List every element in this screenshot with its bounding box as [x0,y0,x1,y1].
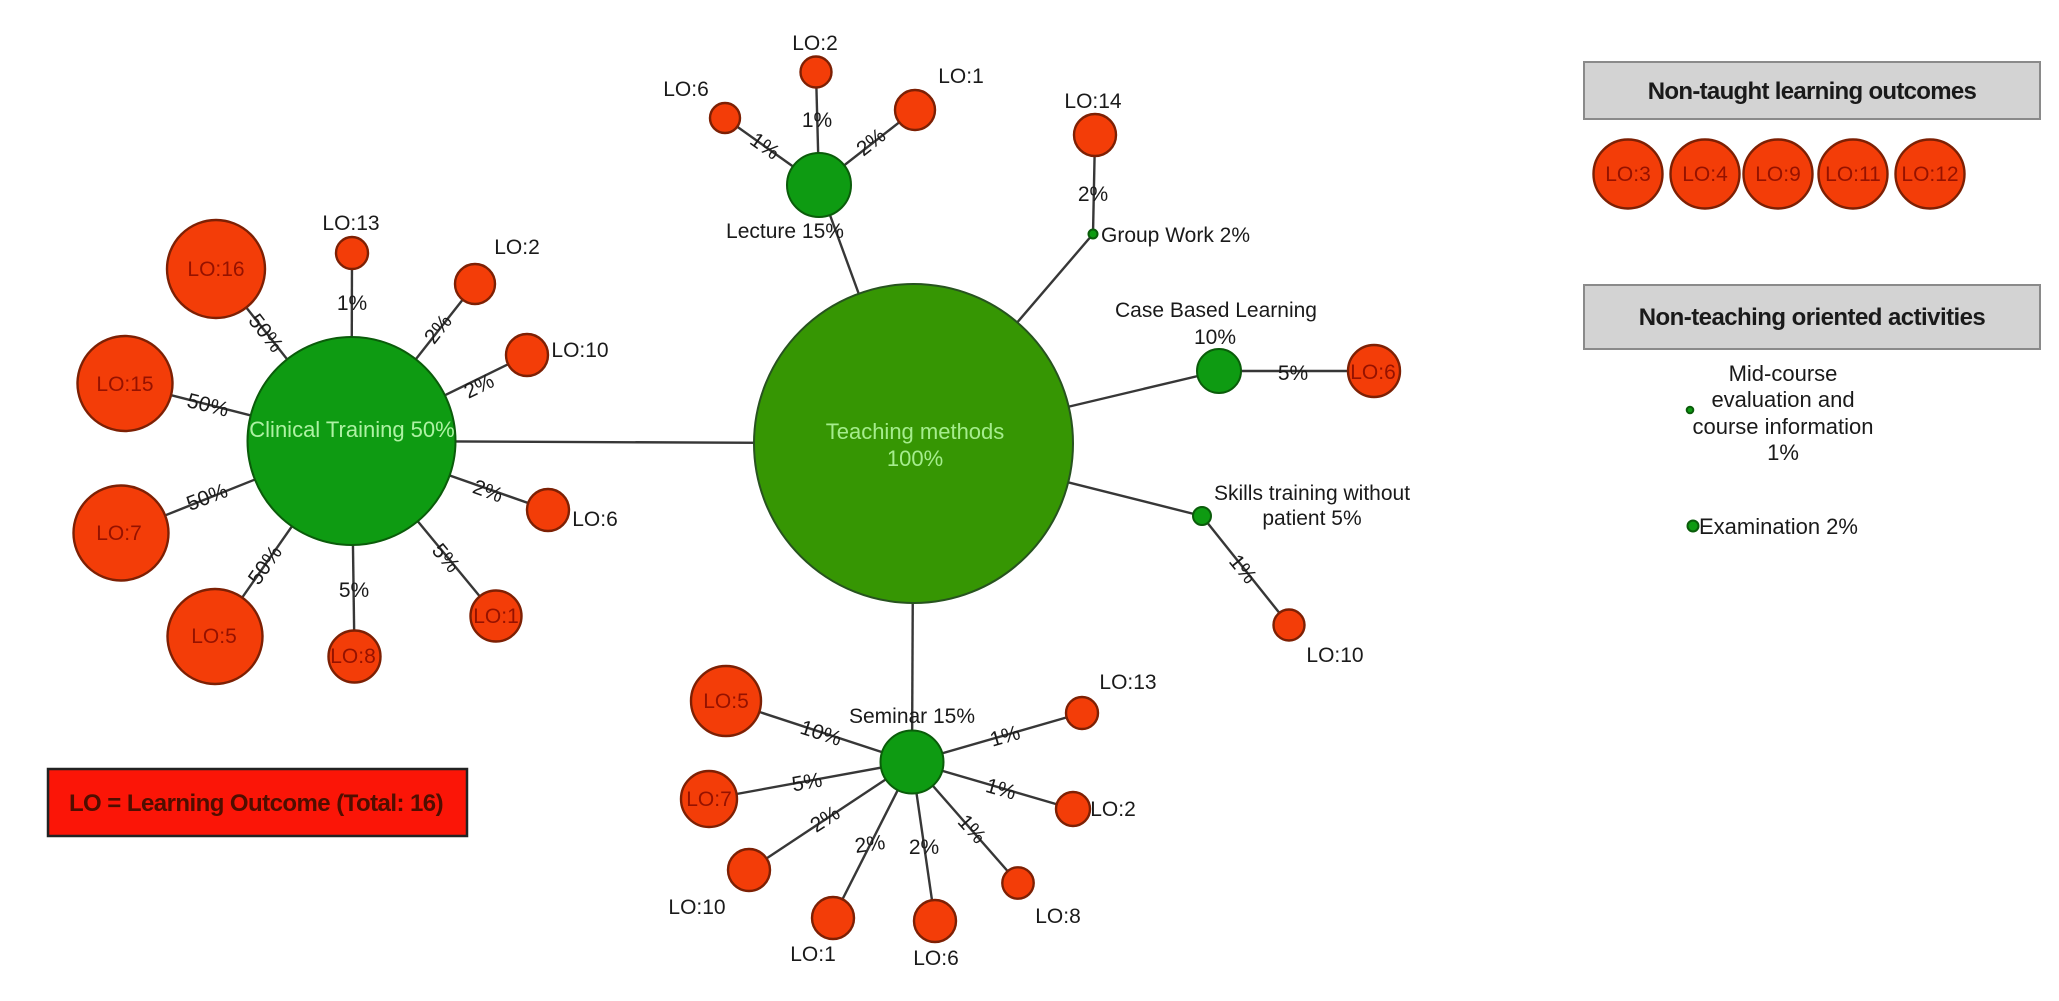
svg-text:LO:16: LO:16 [187,258,244,281]
svg-text:LO:6: LO:6 [663,78,709,101]
svg-text:LO:1: LO:1 [790,943,836,966]
svg-text:Non-taught learning outcomes: Non-taught learning outcomes [1648,78,1977,105]
svg-text:2%: 2% [853,831,886,858]
svg-text:Teaching methods: Teaching methods [826,419,1005,444]
svg-text:LO:1: LO:1 [473,605,519,628]
svg-text:LO:2: LO:2 [792,32,838,55]
svg-text:LO:11: LO:11 [1825,163,1881,186]
svg-text:Group Work 2%: Group Work 2% [1101,224,1250,247]
svg-text:2%: 2% [1078,183,1108,206]
svg-text:LO:2: LO:2 [494,236,540,259]
svg-text:LO:14: LO:14 [1064,90,1122,113]
svg-text:Non-teaching oriented activiti: Non-teaching oriented activities [1639,304,1986,331]
svg-text:LO:6: LO:6 [572,508,618,531]
svg-text:LO:4: LO:4 [1682,163,1728,186]
svg-text:5%: 5% [1278,362,1308,385]
svg-text:10%: 10% [1194,326,1236,349]
svg-text:LO:10: LO:10 [551,339,608,362]
svg-text:LO:10: LO:10 [668,896,725,919]
svg-text:Seminar 15%: Seminar 15% [849,705,975,728]
svg-text:evaluation and: evaluation and [1711,387,1854,412]
svg-text:LO:7: LO:7 [96,522,142,545]
svg-text:LO:12: LO:12 [1901,163,1958,186]
svg-text:Skills training without: Skills training without [1214,482,1410,505]
svg-text:LO:8: LO:8 [330,645,376,668]
svg-text:LO:3: LO:3 [1605,163,1651,186]
svg-text:LO:13: LO:13 [322,212,379,235]
svg-text:course information: course information [1693,414,1874,439]
svg-text:LO:5: LO:5 [703,690,749,713]
svg-text:1%: 1% [802,109,832,132]
svg-text:100%: 100% [887,446,943,471]
svg-text:Clinical Training 50%: Clinical Training 50% [249,417,454,442]
svg-text:LO:13: LO:13 [1099,671,1156,694]
svg-text:LO:2: LO:2 [1090,798,1136,821]
svg-text:LO:10: LO:10 [1306,644,1363,667]
svg-text:LO:1: LO:1 [938,65,984,88]
svg-text:2%: 2% [909,836,939,859]
svg-text:LO:6: LO:6 [913,947,959,970]
svg-text:Examination 2%: Examination 2% [1699,514,1858,539]
svg-text:Mid-course: Mid-course [1729,361,1838,386]
svg-text:LO:6: LO:6 [1350,361,1396,384]
svg-text:LO:8: LO:8 [1035,905,1081,928]
svg-text:1%: 1% [1767,440,1799,465]
svg-text:Case Based Learning: Case Based Learning [1115,299,1317,322]
svg-text:patient 5%: patient 5% [1262,507,1361,530]
svg-text:LO:15: LO:15 [96,373,153,396]
svg-text:LO = Learning Outcome (Total:: LO = Learning Outcome (Total: 16) [69,790,443,817]
svg-text:Lecture 15%: Lecture 15% [726,220,844,243]
svg-text:LO:9: LO:9 [1755,163,1801,186]
svg-text:1%: 1% [337,292,367,315]
svg-text:5%: 5% [790,769,824,797]
svg-text:LO:7: LO:7 [686,788,732,811]
svg-text:LO:5: LO:5 [191,625,237,648]
svg-text:5%: 5% [339,579,369,602]
